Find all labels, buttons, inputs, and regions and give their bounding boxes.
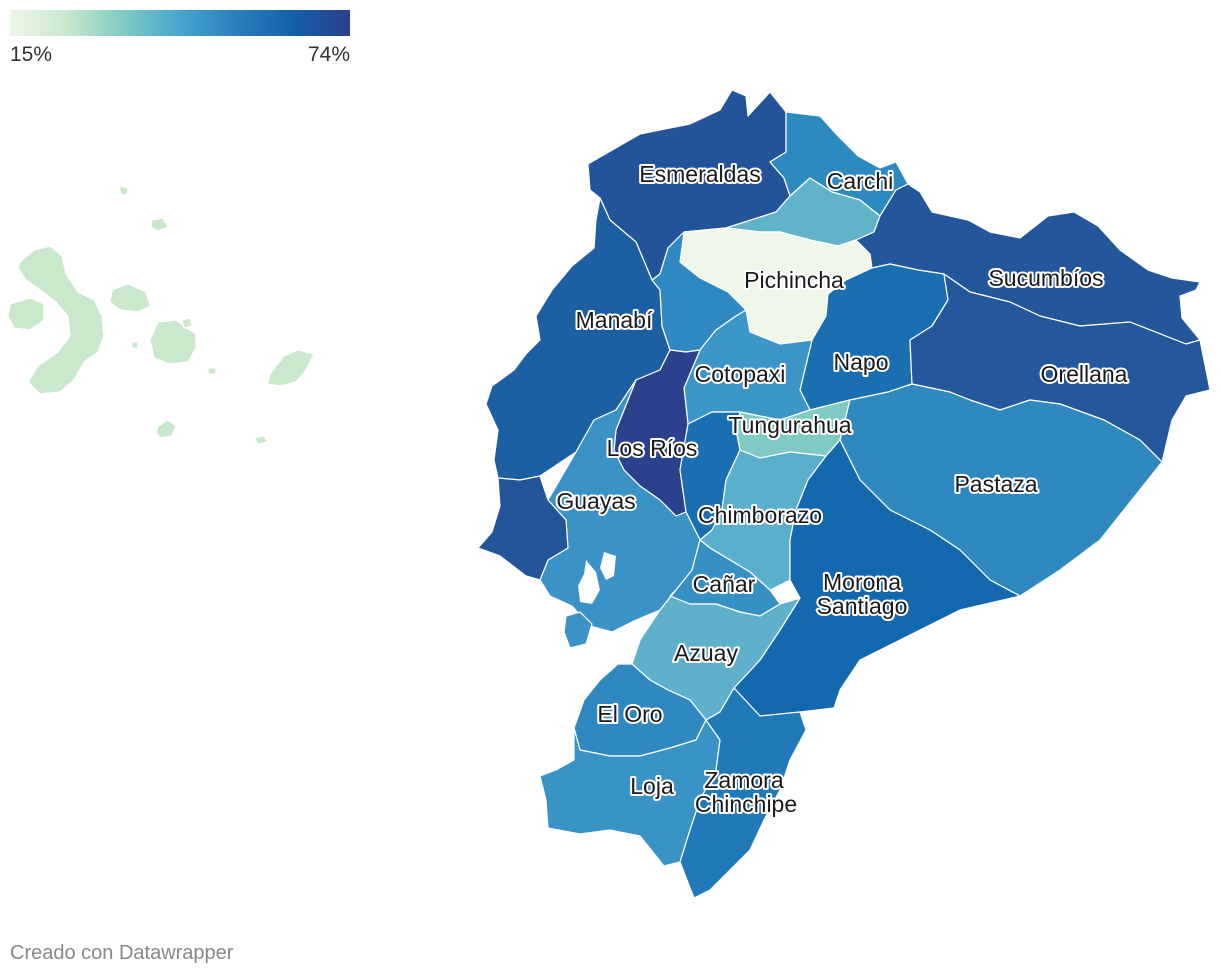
region-santa-elena[interactable] [477,475,569,581]
label-carchi: Carchi [827,168,893,194]
label-tungurahua: Tungurahua [728,412,851,438]
gulf-islands [563,552,616,698]
province-labels: Esmeraldas Carchi Pichincha Sucumbíos Ma… [554,159,1129,819]
label-zamora-chinchipe: Zamora [704,767,783,793]
credit-text: Creado con Datawrapper [10,942,234,964]
label-chimborazo: Chimborazo [698,502,822,528]
label-el-oro: El Oro [597,701,662,727]
label-zamora-chinchipe-line2: Chinchipe [695,791,797,817]
label-manabi: Manabí [576,307,653,333]
label-azuay: Azuay [674,640,738,666]
region-galapagos[interactable] [7,185,315,445]
region-zamora-chinchipe[interactable] [679,687,807,899]
label-morona-santiago: Morona [823,569,901,595]
label-morona-santiago-line2: Santiago [817,593,908,619]
label-pichincha: Pichincha [744,267,844,293]
label-sucumbios: Sucumbíos [988,265,1103,291]
label-loja: Loja [630,773,674,799]
label-orellana: Orellana [1041,361,1128,387]
legend-max-label: 74% [307,43,350,66]
region-morona-santiago[interactable] [733,439,1021,717]
legend-min-label: 15% [10,43,53,66]
label-cotopaxi: Cotopaxi [695,361,786,387]
label-pastaza: Pastaza [954,471,1037,497]
label-guayas: Guayas [556,488,635,514]
label-los-rios: Los Ríos [607,435,698,461]
legend-gradient-bar [10,10,350,36]
label-esmeraldas: Esmeraldas [639,161,760,187]
label-napo: Napo [834,349,889,375]
color-legend: 15% 74% [10,10,350,69]
label-canar: Cañar [693,571,756,597]
